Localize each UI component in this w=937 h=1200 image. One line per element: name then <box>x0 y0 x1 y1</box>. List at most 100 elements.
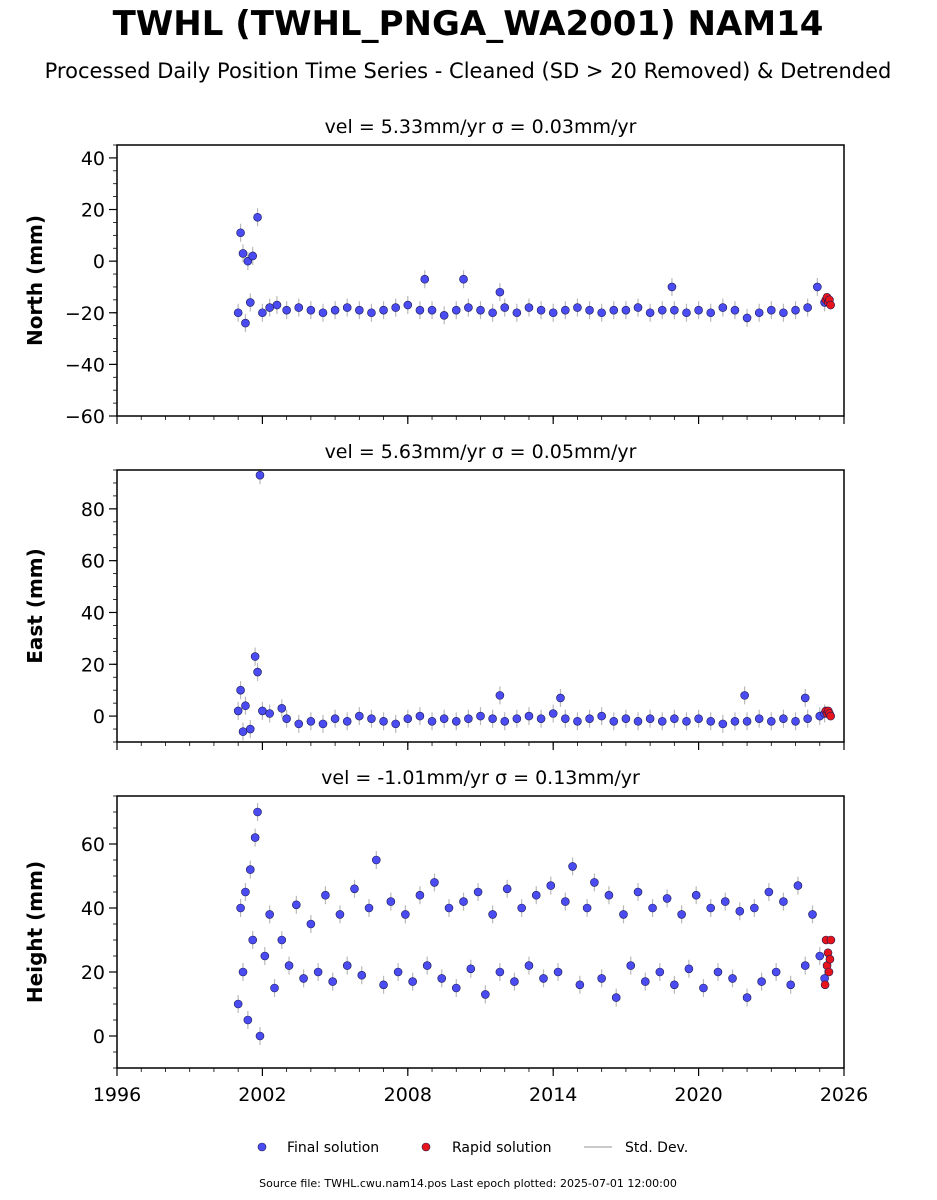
final-point <box>258 706 267 716</box>
final-point <box>604 890 614 900</box>
final-point <box>597 974 606 983</box>
legend-rapid-label: Rapid solution <box>452 1140 552 1156</box>
final-point <box>282 714 291 723</box>
legend-final-marker <box>257 1142 267 1152</box>
final-point <box>250 833 260 842</box>
final-point <box>459 897 468 906</box>
final-point <box>284 961 294 970</box>
final-point <box>393 967 403 977</box>
final-point <box>524 303 534 312</box>
final-point <box>718 719 728 729</box>
final-point <box>786 980 795 990</box>
chart-title: TWHL (TWHL_PNGA_WA2001) NAM14 <box>113 4 824 44</box>
y-axis-label: Height (mm) <box>23 861 47 1003</box>
final-point <box>561 897 570 906</box>
final-point <box>277 704 287 713</box>
final-point <box>243 1015 253 1025</box>
y-axis-label: North (mm) <box>23 215 47 346</box>
final-point <box>430 878 439 887</box>
final-point <box>335 910 345 919</box>
final-point <box>682 716 691 726</box>
y-tick-label: 0 <box>93 251 105 273</box>
y-tick-label: 40 <box>81 898 105 920</box>
x-tick-label: 2020 <box>674 1084 722 1106</box>
final-point <box>236 903 245 913</box>
legend-stddev-label: Std. Dev. <box>625 1140 688 1156</box>
final-point <box>270 983 279 993</box>
final-point <box>561 714 570 723</box>
final-point <box>619 910 628 919</box>
final-point <box>531 890 541 900</box>
final-point <box>437 974 447 983</box>
final-point <box>265 303 274 312</box>
final-point <box>415 711 425 721</box>
final-point <box>233 999 243 1009</box>
final-point <box>427 305 437 315</box>
final-point <box>451 716 461 726</box>
final-point <box>667 282 677 292</box>
final-point <box>657 305 667 315</box>
final-point <box>233 308 243 318</box>
final-point <box>754 714 764 723</box>
final-point <box>488 308 497 318</box>
final-point <box>718 303 728 312</box>
final-point <box>670 714 679 723</box>
final-point <box>713 967 723 977</box>
chart-subtitle: Processed Daily Position Time Series - C… <box>45 59 892 83</box>
final-point <box>401 910 410 919</box>
final-point <box>585 305 594 315</box>
final-point <box>371 855 381 865</box>
final-point <box>294 303 304 312</box>
final-point <box>238 249 248 258</box>
rapid-point <box>826 711 835 721</box>
panel-3: vel = -1.01mm/yr σ = 0.13mm/yr Height (mm… <box>23 767 868 1106</box>
final-point <box>779 897 788 906</box>
final-point <box>476 305 485 315</box>
final-point <box>633 303 643 312</box>
final-point <box>318 308 328 318</box>
y-tick-label: 0 <box>93 1026 105 1048</box>
final-point <box>282 305 291 315</box>
final-point <box>321 890 330 900</box>
final-point <box>670 980 679 990</box>
final-point <box>495 691 505 700</box>
final-point <box>536 714 546 723</box>
final-point <box>238 727 248 736</box>
final-point <box>742 716 752 726</box>
axes-frame <box>116 469 845 743</box>
final-point <box>253 667 262 677</box>
final-point <box>548 709 558 718</box>
final-point <box>779 308 788 318</box>
final-point <box>730 305 740 315</box>
final-point <box>556 693 565 703</box>
final-point <box>294 719 304 729</box>
y-tick-label: 20 <box>81 654 105 676</box>
final-point <box>255 1031 265 1041</box>
final-point <box>524 961 534 970</box>
axes-frame <box>116 795 845 1069</box>
final-point <box>357 970 367 980</box>
final-point <box>740 691 749 700</box>
final-point <box>742 313 752 323</box>
final-point <box>648 903 657 913</box>
rapid-point <box>825 954 835 964</box>
x-tick-label: 2014 <box>529 1084 577 1106</box>
final-point <box>451 305 461 315</box>
panel-2: vel = 5.63mm/yr σ = 0.05mm/yr East (mm) 0 2… <box>23 441 845 750</box>
y-tick-label: 40 <box>81 602 105 624</box>
final-point <box>403 714 413 723</box>
final-point <box>330 305 340 315</box>
y-tick-label: 60 <box>81 834 105 856</box>
final-point <box>439 311 449 320</box>
final-point <box>682 308 691 318</box>
y-tick-label: 60 <box>81 551 105 573</box>
plot-area <box>233 208 835 333</box>
final-point <box>386 897 396 906</box>
final-point <box>626 961 636 970</box>
final-point <box>657 716 667 726</box>
final-point <box>481 990 490 999</box>
final-point <box>510 977 519 986</box>
final-point <box>791 305 800 315</box>
y-tick-label: −20 <box>65 303 105 325</box>
